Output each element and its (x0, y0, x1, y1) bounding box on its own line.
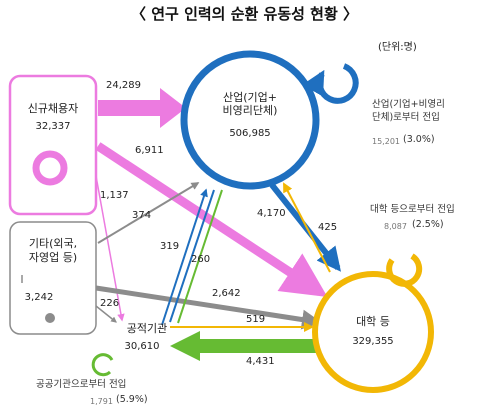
university-circle (312, 271, 434, 393)
flow-label-industry-public: 260 (191, 254, 211, 265)
university-loop-value: 8,087 (384, 222, 407, 231)
flow-label-new-public: 1,137 (100, 190, 129, 201)
new-hire-ring (32, 150, 68, 186)
university-loop-pct: (2.5%) (412, 219, 444, 230)
university-self-loop (386, 253, 423, 287)
industry-label-line2: 비영리단체) (222, 104, 278, 117)
flow-arrow-new-industry (98, 88, 186, 128)
industry-loop-label-line2: 단체)로부터 전입 (372, 112, 440, 123)
new-hire-value: 32,337 (35, 121, 71, 132)
university-label: 대학 등 (356, 315, 390, 328)
flow-arrow-new-university (95, 142, 328, 297)
industry-label-line1: 산업(기업+ (223, 91, 277, 104)
flow-label-industry-university: 4,170 (257, 208, 286, 219)
flow-label-public-university: 519 (246, 314, 266, 325)
flow-arrow-university-industry (283, 182, 331, 273)
new-hire-box (8, 74, 98, 216)
new-hire-label: 신규채용자 (27, 102, 79, 115)
public-loop-pct: (5.9%) (116, 394, 148, 405)
flow-arrow-public-industry (161, 188, 208, 326)
public-value: 30,610 (124, 341, 160, 352)
unit-label: (단위:명) (378, 42, 417, 53)
flow-line-industry-public (169, 189, 215, 323)
other-dot (45, 313, 55, 323)
flow-arrow-other-public (95, 305, 117, 323)
flow-arrow-other-industry (97, 182, 200, 244)
flow-label-new-university: 6,911 (135, 145, 164, 156)
university-loop-label: 대학 등으로부터 전입 (370, 204, 455, 215)
flow-arrow-industry-university (269, 183, 341, 272)
flow-arrow-university-public (170, 331, 318, 361)
flow-label-new-industry: 24,289 (106, 80, 141, 91)
industry-loop-value: 15,201 (372, 137, 400, 146)
other-label-line1: 기타(외국, (28, 237, 78, 250)
other-box (9, 221, 97, 335)
page-title: 〈 연구 인력의 순환 유동성 현황 〉 (131, 5, 358, 23)
flow-label-other-public: 226 (100, 298, 120, 309)
university-value: 329,355 (352, 336, 394, 347)
flow-arrow-new-public (95, 175, 125, 322)
flow-label-university-public: 4,431 (246, 356, 275, 367)
other-value: 3,242 (24, 292, 54, 303)
industry-loop-label-line1: 산업(기업+비영리 (372, 99, 445, 110)
flow-line-public-green (177, 189, 223, 324)
flow-arrow-other-university (95, 285, 322, 330)
industry-value: 506,985 (229, 128, 271, 139)
other-label-line2: 자영업 등) (28, 251, 78, 264)
public-label: 공적기관 (126, 322, 168, 335)
flow-label-public-industry: 319 (160, 241, 180, 252)
industry-self-loop (302, 63, 359, 104)
public-self-loop (91, 353, 114, 377)
industry-loop-pct: (3.0%) (403, 134, 435, 145)
public-loop-label: 공공기관으로부터 전입 (36, 379, 127, 390)
flow-label-other-university: 2,642 (212, 288, 241, 299)
flow-label-other-industry: 374 (132, 210, 152, 221)
flow-label-university-industry: 425 (318, 222, 338, 233)
industry-circle (180, 50, 320, 190)
public-loop-value: 1,791 (90, 397, 113, 406)
